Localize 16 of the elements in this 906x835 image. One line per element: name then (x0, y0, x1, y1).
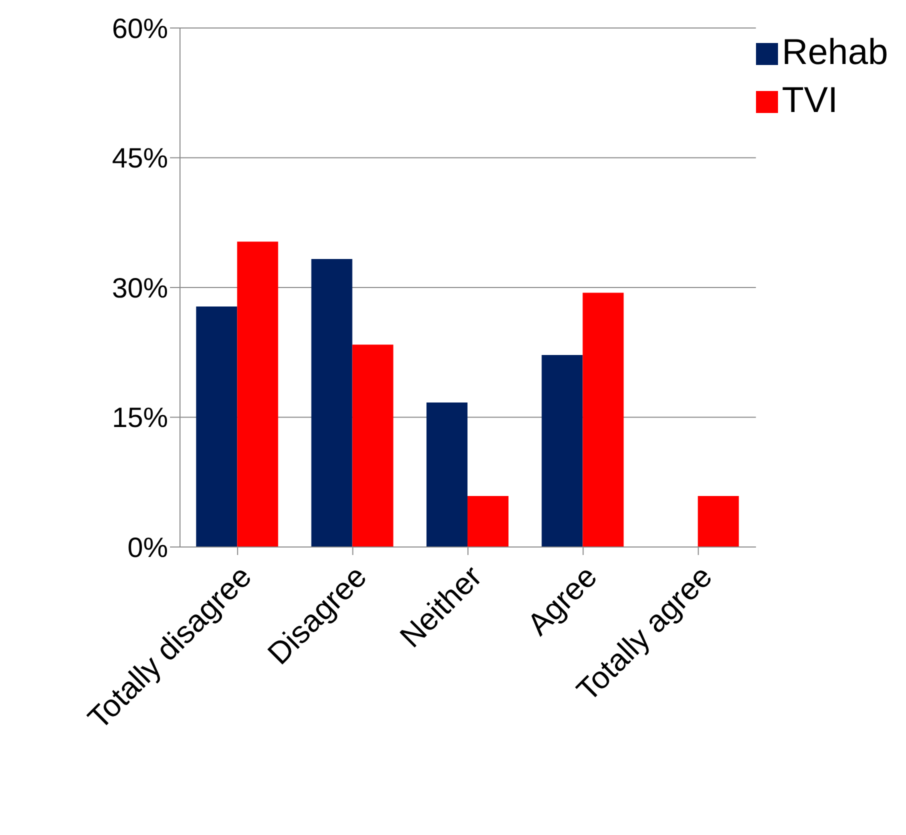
bar (582, 292, 624, 547)
bar (196, 306, 238, 547)
y-tick-label: 30% (112, 272, 168, 304)
y-tick-label: 15% (112, 402, 168, 434)
bar (467, 496, 508, 547)
bar (426, 402, 468, 547)
bar (237, 242, 278, 547)
legend-label: TVI (782, 79, 838, 120)
y-tick-label: 45% (112, 142, 168, 174)
y-tick-label: 0% (128, 532, 168, 563)
y-tick-label: 60% (112, 12, 168, 44)
legend-label: Rehab (782, 31, 888, 72)
bar (311, 258, 352, 547)
bar (352, 344, 394, 547)
bar (542, 354, 583, 547)
bar (698, 496, 739, 547)
